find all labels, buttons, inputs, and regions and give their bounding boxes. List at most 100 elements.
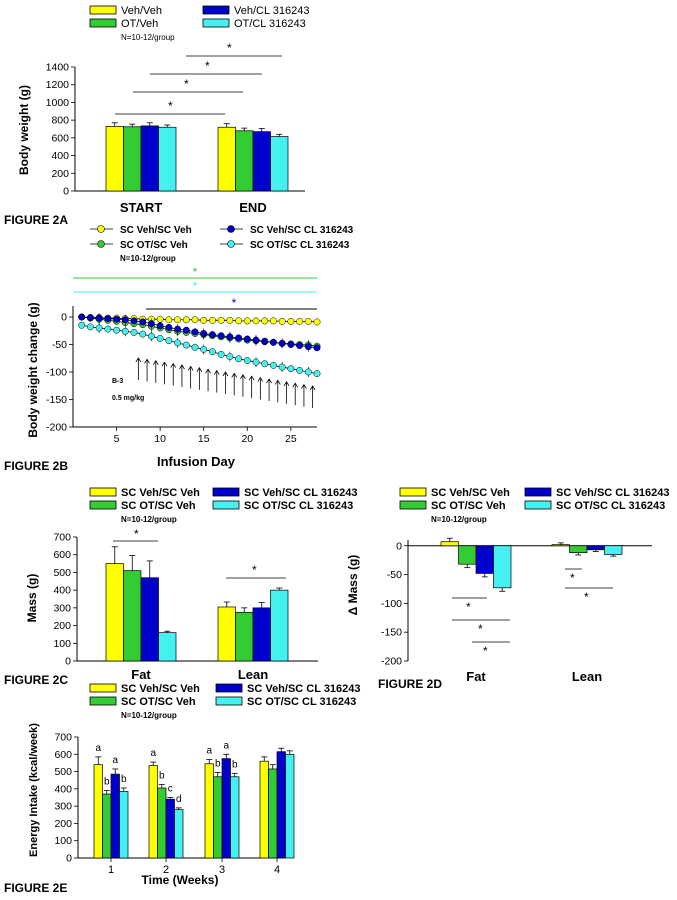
point-2b-2-18 bbox=[235, 334, 243, 342]
bar-undefined-0-2 bbox=[140, 125, 159, 192]
y-tick-label-undefined-5: 1000 bbox=[46, 97, 70, 109]
bar-undefined-1-1 bbox=[235, 611, 254, 662]
y-tick-label-undefined-7: 1400 bbox=[46, 62, 70, 74]
legend-marker-2b-ot-cl bbox=[227, 240, 235, 248]
bar-undefined-1-0 bbox=[551, 544, 570, 547]
x-category-label-undefined-0: Fat bbox=[131, 667, 151, 682]
legend-label-2d-ot-cl: SC OT/SC CL 316243 bbox=[556, 500, 665, 512]
x-category-label-undefined-1: END bbox=[239, 200, 266, 215]
letter-label-undefined-1-2: c bbox=[168, 784, 173, 795]
y-tick-label-undefined-4: 400 bbox=[54, 783, 72, 795]
point-2b-3-2 bbox=[95, 324, 103, 332]
point-2b-2-13 bbox=[191, 328, 199, 336]
xlabel-2e: Time (Weeks) bbox=[142, 873, 219, 887]
legend-label-2d-ot-veh: SC OT/SC Veh bbox=[431, 500, 506, 512]
n-label-2d: N=10-12/group bbox=[431, 515, 487, 524]
letter-label-undefined-1-3: d bbox=[176, 794, 182, 805]
point-2b-2-2 bbox=[95, 314, 103, 322]
legend-label-2c-veh-veh: SC Veh/SC Veh bbox=[121, 487, 200, 499]
y-tick-label-2b-2: -100 bbox=[46, 367, 67, 379]
bar-undefined-3-2 bbox=[276, 751, 286, 859]
point-2b-0-17 bbox=[226, 316, 234, 324]
x-category-label-undefined-3: 4 bbox=[274, 864, 280, 876]
bar-undefined-0-3 bbox=[119, 791, 129, 859]
point-2b-3-17 bbox=[226, 353, 234, 361]
point-2b-0-25 bbox=[296, 317, 304, 325]
bar-undefined-1-1 bbox=[157, 787, 167, 859]
x-tick-label-2b-2: 15 bbox=[198, 433, 210, 445]
bar-undefined-1-2 bbox=[252, 131, 271, 192]
panel-2c: SC Veh/SC Veh SC OT/SC Veh SC Veh/SC CL … bbox=[4, 487, 358, 687]
ylabel-2e: Energy Intake (kcal/week) bbox=[28, 723, 40, 857]
bar-undefined-1-3 bbox=[604, 545, 623, 555]
arrow-head-2b-7 bbox=[196, 367, 203, 373]
significance-2d: * * * * * bbox=[452, 568, 613, 658]
y-tick-label-undefined-6: 1200 bbox=[46, 79, 70, 91]
letter-label-undefined-0-1: b bbox=[104, 777, 110, 788]
y-tick-label-undefined-4: 800 bbox=[51, 115, 69, 127]
y-tick-label-undefined-6: 600 bbox=[54, 749, 72, 761]
point-2b-3-11 bbox=[174, 339, 182, 347]
sig-2d-5: * bbox=[584, 590, 589, 604]
bar-undefined-0-2 bbox=[110, 773, 120, 859]
letter-label-undefined-0-3: b bbox=[121, 774, 127, 785]
point-2b-2-22 bbox=[269, 338, 277, 346]
point-2b-3-0 bbox=[78, 321, 86, 329]
y-tick-label-undefined-0: 0 bbox=[65, 656, 71, 668]
sig-2c-fat: * bbox=[134, 527, 139, 541]
panel-2a: Veh/Veh OT/Veh Veh/CL 316243 OT/CL 31624… bbox=[4, 5, 309, 227]
point-2b-2-8 bbox=[147, 320, 155, 328]
point-2b-3-9 bbox=[156, 335, 164, 342]
sig-2d-4: * bbox=[570, 571, 575, 585]
arrow-head-2b-14 bbox=[257, 376, 264, 382]
bar-undefined-2-0 bbox=[204, 763, 214, 859]
point-2b-2-14 bbox=[200, 330, 208, 337]
legend-label-2c-ot-veh: SC OT/SC Veh bbox=[121, 500, 196, 512]
arrow-head-2b-6 bbox=[187, 365, 194, 371]
legend-label-2e-veh-cl: SC Veh/SC CL 316243 bbox=[247, 683, 361, 695]
sig-2a-1: * bbox=[227, 41, 232, 55]
point-2b-0-26 bbox=[304, 317, 312, 325]
point-2b-2-10 bbox=[165, 324, 173, 331]
point-2b-3-10 bbox=[165, 337, 173, 345]
legend-label-2d-veh-veh: SC Veh/SC Veh bbox=[431, 487, 510, 499]
y-tick-label-undefined-3: 300 bbox=[53, 602, 71, 614]
bar-undefined-2-2 bbox=[221, 758, 231, 859]
point-2b-3-23 bbox=[278, 363, 286, 371]
y-tick-label-undefined-4: -200 bbox=[381, 656, 402, 668]
figure-label-2d: FIGURE 2D bbox=[378, 677, 442, 691]
point-2b-0-10 bbox=[165, 316, 173, 324]
ylabel-2a: Body weight (g) bbox=[17, 85, 31, 175]
bar-undefined-1-3 bbox=[270, 136, 289, 192]
n-label-2e: N=10-12/group bbox=[121, 711, 177, 720]
legend-marker-2b-veh-cl bbox=[227, 225, 235, 233]
point-2b-2-16 bbox=[217, 332, 225, 340]
panel-2d: SC Veh/SC Veh SC OT/SC Veh SC Veh/SC CL … bbox=[346, 487, 670, 691]
point-2b-0-11 bbox=[174, 316, 182, 324]
point-2b-2-3 bbox=[104, 315, 112, 323]
x-category-label-undefined-0: Fat bbox=[466, 669, 486, 684]
arrow-head-2b-1 bbox=[144, 358, 150, 364]
point-2b-3-6 bbox=[130, 328, 138, 336]
sig-2b-cyan: * bbox=[193, 279, 198, 293]
point-2b-3-12 bbox=[182, 341, 190, 349]
bar-undefined-0-2 bbox=[140, 577, 159, 662]
point-2b-3-8 bbox=[147, 332, 155, 340]
arrow-head-2b-3 bbox=[161, 361, 168, 367]
point-2b-3-19 bbox=[243, 357, 251, 364]
legend-marker-2b-ot-veh bbox=[97, 240, 105, 248]
y-tick-label-undefined-2: 200 bbox=[54, 818, 72, 830]
letter-label-undefined-0-2: a bbox=[112, 755, 118, 766]
x-category-label-undefined-0: 1 bbox=[108, 864, 114, 876]
point-2b-2-25 bbox=[296, 342, 304, 350]
arrow-head-2b-2 bbox=[152, 360, 159, 366]
y-tick-label-undefined-1: 100 bbox=[54, 835, 72, 847]
y-tick-label-undefined-5: 500 bbox=[53, 567, 71, 579]
point-2b-3-24 bbox=[287, 365, 295, 373]
plot-2c: 0 100 200 300 400 500 600 700 Fat Lean bbox=[53, 532, 318, 682]
point-2b-0-21 bbox=[261, 317, 269, 325]
annotation-b3: B-3 bbox=[112, 378, 123, 385]
point-2b-3-15 bbox=[208, 348, 216, 356]
y-tick-label-undefined-1: 200 bbox=[51, 168, 69, 180]
panel-2b: SC Veh/SC Veh SC OT/SC Veh SC Veh/SC CL … bbox=[4, 225, 354, 473]
